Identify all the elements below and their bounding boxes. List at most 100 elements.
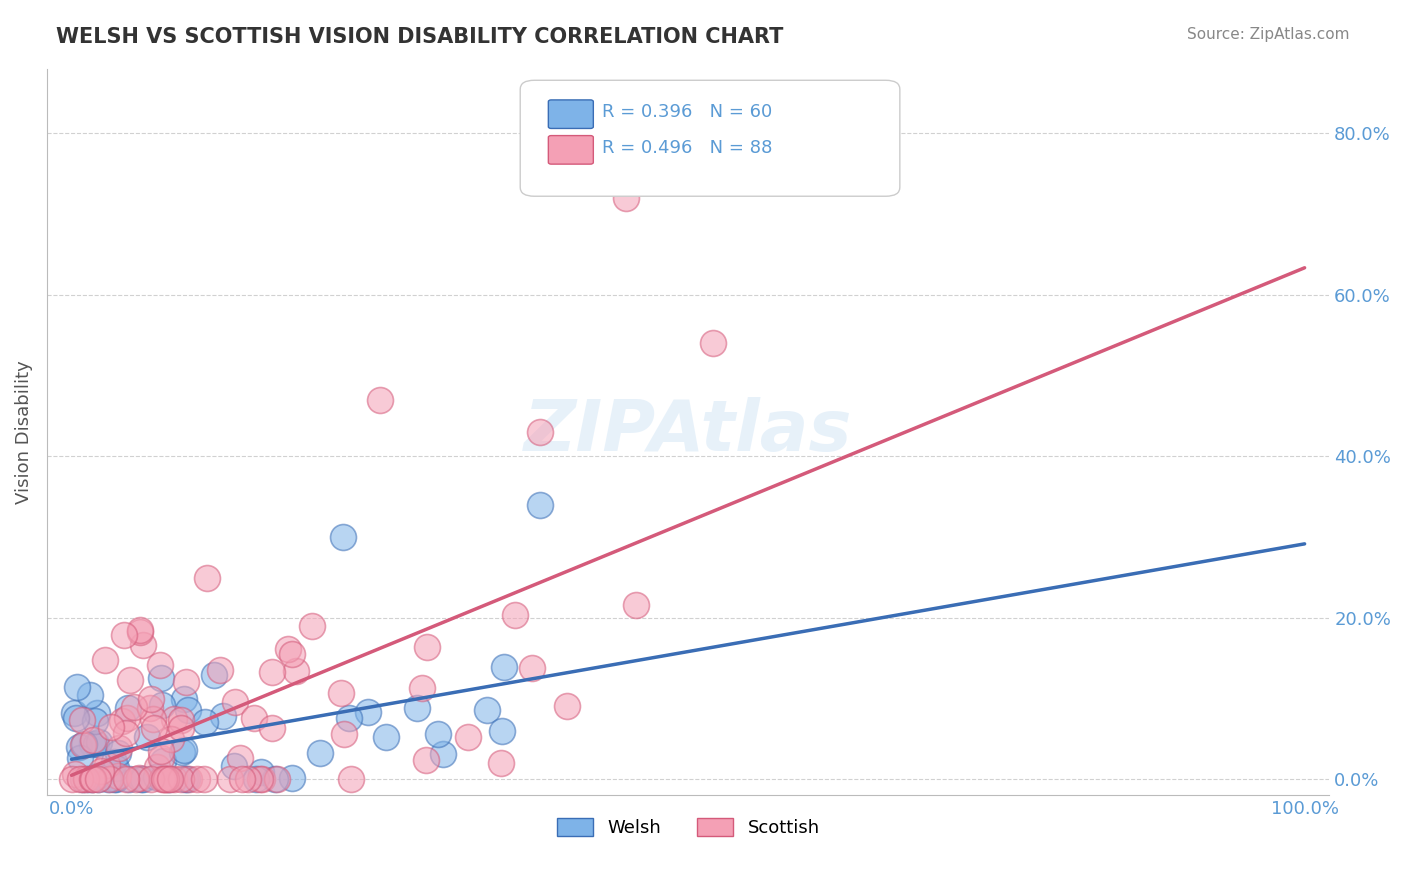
Point bbox=[139, 701, 162, 715]
Point bbox=[86, 769, 108, 783]
Point bbox=[79, 688, 101, 702]
Point bbox=[529, 425, 551, 439]
Point bbox=[374, 731, 396, 745]
Point bbox=[86, 706, 108, 720]
Point bbox=[301, 619, 323, 633]
Point bbox=[118, 673, 141, 687]
Point bbox=[152, 772, 174, 787]
Point bbox=[170, 772, 193, 787]
Point bbox=[172, 745, 194, 759]
Point bbox=[231, 772, 253, 787]
Point bbox=[60, 772, 83, 787]
Point bbox=[131, 638, 153, 652]
Point bbox=[157, 772, 180, 787]
Point bbox=[148, 658, 170, 673]
Point bbox=[82, 772, 104, 787]
Point bbox=[160, 731, 183, 746]
Point bbox=[406, 701, 429, 715]
Point bbox=[616, 191, 638, 205]
Point bbox=[111, 714, 134, 728]
Point bbox=[250, 764, 273, 779]
Point bbox=[152, 772, 174, 787]
Point bbox=[75, 772, 97, 787]
Point bbox=[115, 725, 138, 739]
Point bbox=[146, 760, 169, 774]
Point bbox=[90, 764, 112, 778]
Point bbox=[153, 772, 176, 787]
Point bbox=[194, 715, 217, 730]
Point bbox=[492, 660, 515, 674]
Point bbox=[529, 498, 551, 512]
Point bbox=[70, 714, 93, 728]
Point bbox=[117, 701, 139, 715]
Point bbox=[129, 624, 152, 639]
Point bbox=[170, 713, 193, 727]
Point bbox=[115, 772, 138, 787]
Point bbox=[149, 744, 172, 758]
Point bbox=[90, 767, 112, 781]
Point bbox=[177, 703, 200, 717]
Point bbox=[186, 772, 208, 787]
Point bbox=[264, 772, 287, 787]
Point bbox=[98, 772, 121, 787]
Point bbox=[155, 772, 177, 787]
Point bbox=[170, 721, 193, 735]
Point bbox=[260, 721, 283, 735]
Point bbox=[173, 691, 195, 706]
Point bbox=[174, 675, 197, 690]
Point bbox=[415, 753, 437, 767]
Point bbox=[152, 754, 174, 768]
Point bbox=[249, 772, 271, 787]
Point bbox=[69, 751, 91, 765]
Point bbox=[491, 724, 513, 739]
Point bbox=[149, 751, 172, 765]
Point bbox=[112, 628, 135, 642]
Point bbox=[195, 571, 218, 585]
Point bbox=[65, 767, 87, 781]
Point bbox=[97, 772, 120, 787]
Point bbox=[281, 771, 304, 785]
Point bbox=[128, 771, 150, 785]
Point bbox=[69, 772, 91, 787]
Point bbox=[94, 653, 117, 667]
Point bbox=[236, 772, 259, 787]
Point bbox=[108, 740, 131, 755]
Point bbox=[139, 692, 162, 706]
Point bbox=[103, 755, 125, 769]
Point bbox=[702, 336, 724, 351]
Point bbox=[87, 735, 110, 749]
Point bbox=[142, 721, 165, 735]
Legend: Welsh, Scottish: Welsh, Scottish bbox=[550, 811, 827, 845]
Point bbox=[281, 647, 304, 661]
Point bbox=[142, 712, 165, 726]
Point bbox=[173, 742, 195, 756]
Point bbox=[159, 772, 181, 787]
Point bbox=[457, 730, 479, 744]
Point bbox=[117, 711, 139, 725]
Point bbox=[202, 667, 225, 681]
Point bbox=[284, 664, 307, 678]
Point bbox=[67, 739, 90, 754]
Point bbox=[411, 681, 433, 696]
Point bbox=[179, 772, 201, 787]
Point bbox=[277, 642, 299, 657]
Point bbox=[250, 772, 273, 787]
Point bbox=[356, 706, 378, 720]
Point bbox=[260, 665, 283, 680]
Point bbox=[107, 746, 129, 760]
Point bbox=[339, 772, 361, 787]
Point bbox=[82, 732, 104, 747]
Point bbox=[129, 772, 152, 787]
Text: R = 0.496   N = 88: R = 0.496 N = 88 bbox=[602, 139, 772, 157]
Point bbox=[118, 772, 141, 787]
Point bbox=[193, 772, 215, 787]
Point bbox=[63, 706, 86, 720]
Point bbox=[72, 738, 94, 752]
Point bbox=[72, 772, 94, 787]
Point bbox=[245, 772, 267, 787]
Point bbox=[149, 671, 172, 685]
Point bbox=[122, 700, 145, 714]
Point bbox=[103, 772, 125, 787]
Point bbox=[368, 392, 391, 407]
Point bbox=[87, 772, 110, 787]
